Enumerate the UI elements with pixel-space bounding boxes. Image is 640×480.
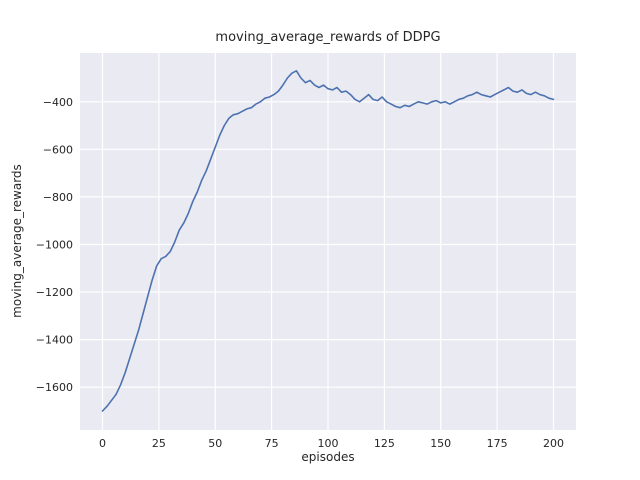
y-tick-label: −1000 — [36, 239, 73, 252]
y-tick-label: −1600 — [36, 381, 73, 394]
x-tick-label: 0 — [99, 437, 106, 450]
x-tick-label: 25 — [152, 437, 166, 450]
y-tick-label: −800 — [43, 191, 73, 204]
x-axis-label: episodes — [301, 450, 355, 464]
x-tick-label: 100 — [318, 437, 339, 450]
chart-title: moving_average_rewards of DDPG — [215, 30, 441, 45]
series-line — [101, 70, 555, 412]
x-tick-label: 150 — [430, 437, 451, 450]
x-tick-label: 125 — [374, 437, 395, 450]
y-tick-label: −1200 — [36, 286, 73, 299]
y-tick-label: −600 — [43, 143, 73, 156]
y-tick-label: −1400 — [36, 334, 73, 347]
x-tick-label: 200 — [543, 437, 564, 450]
y-tick-label: −400 — [43, 96, 73, 109]
x-tick-label: 175 — [487, 437, 508, 450]
x-tick-label: 75 — [265, 437, 279, 450]
x-tick-label: 50 — [208, 437, 222, 450]
y-axis-label: moving_average_rewards — [10, 164, 24, 318]
